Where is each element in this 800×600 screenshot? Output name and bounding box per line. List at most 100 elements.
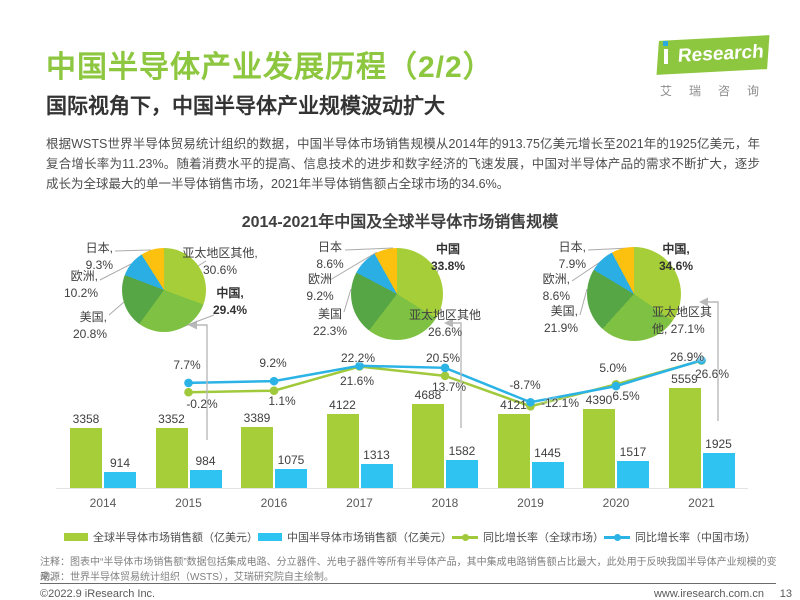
growth-label-global-2020: 6.5% [612, 389, 640, 403]
chart-legend: 全球半导体市场销售额（亿美元） 中国半导体市场销售额（亿美元） 同比增长率（全球市场… [64, 529, 756, 545]
bar-value-china-2016: 1075 [277, 453, 305, 467]
footer-copyright: ©2022.9 iResearch Inc. [40, 588, 156, 600]
bar-value-global-2016: 3389 [243, 411, 271, 425]
pie-label-2018-中国: 中国 33.8% [430, 242, 466, 273]
bar-global-2014 [70, 428, 102, 488]
pie-label-2018-亚太地区其他: 亚太地区其他 26.6% [408, 308, 481, 339]
x-tick-2014: 2014 [89, 496, 117, 510]
pie-label-connector-美国 [108, 301, 125, 316]
pie-label-2014-亚太地区其他: 亚太地区其他, 30.6% [182, 246, 258, 277]
logo-i-stem [664, 49, 668, 64]
bar-value-china-2019: 1445 [534, 446, 561, 460]
growth-label-global-2019: -12.1% [540, 396, 580, 410]
legend-label: 同比增长率（全球市场） [483, 532, 604, 544]
x-tick-2017: 2017 [346, 496, 373, 510]
growth-label-global-2015: -0.2% [186, 397, 218, 411]
growth-label-global-2017: 21.6% [339, 374, 375, 388]
legend-dot [461, 533, 469, 541]
footer-website-link[interactable]: www.iresearch.com.cn [653, 588, 764, 600]
growth-dot-global-2020 [611, 380, 621, 389]
growth-label-china-2020: 5.0% [599, 361, 627, 375]
page-title: 中国半导体产业发展历程（2/2） [46, 51, 494, 84]
chart-source: 来源：世界半导体贸易统计组织（WSTS），艾瑞研究院自主绘制。 [40, 572, 334, 583]
growth-label-china-2018: 20.5% [425, 351, 461, 365]
bar-value-china-2020: 1517 [619, 445, 647, 459]
pie-label-2014-欧洲: 欧洲, 10.2% [63, 269, 98, 300]
bar-china-2018 [446, 460, 478, 488]
legend-dot [613, 533, 621, 541]
pie-label-2021-欧洲: 欧洲, 8.6% [542, 272, 570, 303]
bar-value-china-2021: 1925 [705, 437, 732, 451]
bar-value-global-2021: 5559 [671, 372, 698, 386]
growth-label-global-2018: 13.7% [431, 380, 467, 394]
pie-label-connector-美国 [579, 288, 588, 316]
pie-label-2014-中国: 中国, 29.4% [212, 286, 248, 317]
chart-title: 2014-2021年中国及全球半导体市场销售规模 [241, 214, 559, 231]
legend-line-swatch [604, 533, 630, 542]
x-axis-line [56, 488, 748, 489]
bar-value-china-2015: 984 [195, 454, 216, 468]
iresearch-logo: Research 艾瑞咨询 [652, 35, 782, 98]
growth-label-china-2019: -8.7% [509, 378, 541, 392]
legend-label: 同比增长率（中国市场） [635, 532, 756, 544]
pie-label-2021-日本: 日本, 7.9% [558, 240, 586, 271]
pie-year-connector-2014 [196, 324, 208, 440]
pie-chart-2021 [587, 247, 681, 341]
legend-item-0: 全球半导体市场销售额（亿美元） [64, 529, 258, 545]
bar-global-2018 [412, 404, 444, 488]
growth-label-china-2016: 9.2% [259, 356, 287, 370]
bar-value-global-2018: 4688 [414, 388, 442, 402]
pie-label-2021-美国: 美国, 21.9% [543, 304, 578, 335]
pie-label-2014-日本: 日本, 9.3% [85, 241, 113, 272]
growth-label-china-2021: 26.9% [669, 350, 705, 364]
growth-dot-china-2015 [184, 378, 193, 388]
x-tick-2016: 2016 [260, 496, 288, 510]
pie-label-2018-日本: 日本 8.6% [316, 240, 344, 271]
bar-china-2020 [617, 461, 649, 488]
pie-label-2018-欧洲: 欧洲 9.2% [306, 272, 334, 303]
bar-china-2015 [189, 470, 222, 488]
growth-label-global-2016: 1.1% [268, 394, 296, 408]
pie-chart-2018 [351, 248, 443, 340]
bar-value-global-2019: 4121 [500, 398, 527, 412]
pie-label-2021-亚太地区其他: 亚太地区其 他, 27.1% [652, 305, 713, 336]
x-tick-2019: 2019 [517, 496, 544, 510]
bar-value-global-2015: 3352 [158, 412, 185, 426]
x-tick-2018: 2018 [431, 496, 459, 510]
bar-global-2016 [241, 427, 273, 488]
bar-value-china-2014: 914 [109, 456, 131, 470]
chart-note: 注释：图表中“半导体市场销售额”数据包括集成电路、分立器件、光电子器件等所有半导… [40, 557, 777, 583]
bar-value-china-2017: 1313 [363, 448, 390, 462]
bar-china-2021 [702, 453, 735, 488]
bar-global-2015 [155, 428, 188, 488]
x-tick-2020: 2020 [602, 496, 630, 510]
legend-label: 全球半导体市场销售额（亿美元） [93, 532, 258, 544]
x-tick-2015: 2015 [175, 496, 202, 510]
logo-chinese-name: 艾瑞咨询 [660, 84, 777, 98]
pie-chart-2014 [122, 248, 206, 332]
growth-dot-global-2018 [440, 371, 450, 381]
page-subtitle: 国际视角下，中国半导体产业规模波动扩大 [46, 95, 445, 118]
x-tick-2021: 2021 [688, 496, 715, 510]
legend-bar-swatch [64, 533, 88, 541]
footer-divider [40, 583, 776, 584]
bar-value-global-2014: 3358 [72, 412, 100, 426]
bar-china-2014 [104, 472, 136, 488]
bar-global-2017 [326, 414, 359, 488]
bar-china-2016 [275, 469, 307, 488]
pie-label-2014-美国: 美国, 20.8% [72, 310, 107, 341]
growth-label-china-2017: 22.2% [340, 351, 376, 365]
growth-label-china-2015: 7.7% [173, 358, 201, 372]
bar-global-2019 [497, 414, 530, 488]
bar-china-2017 [360, 464, 393, 488]
bar-value-china-2018: 1582 [448, 444, 476, 458]
bar-global-2020 [583, 409, 615, 488]
logo-i-dot [663, 41, 668, 46]
growth-dot-china-2016 [269, 376, 279, 386]
legend-line-swatch [452, 533, 478, 542]
bar-china-2019 [531, 462, 564, 488]
legend-bar-swatch [258, 533, 282, 541]
legend-item-1: 中国半导体市场销售额（亿美元） [258, 529, 452, 545]
